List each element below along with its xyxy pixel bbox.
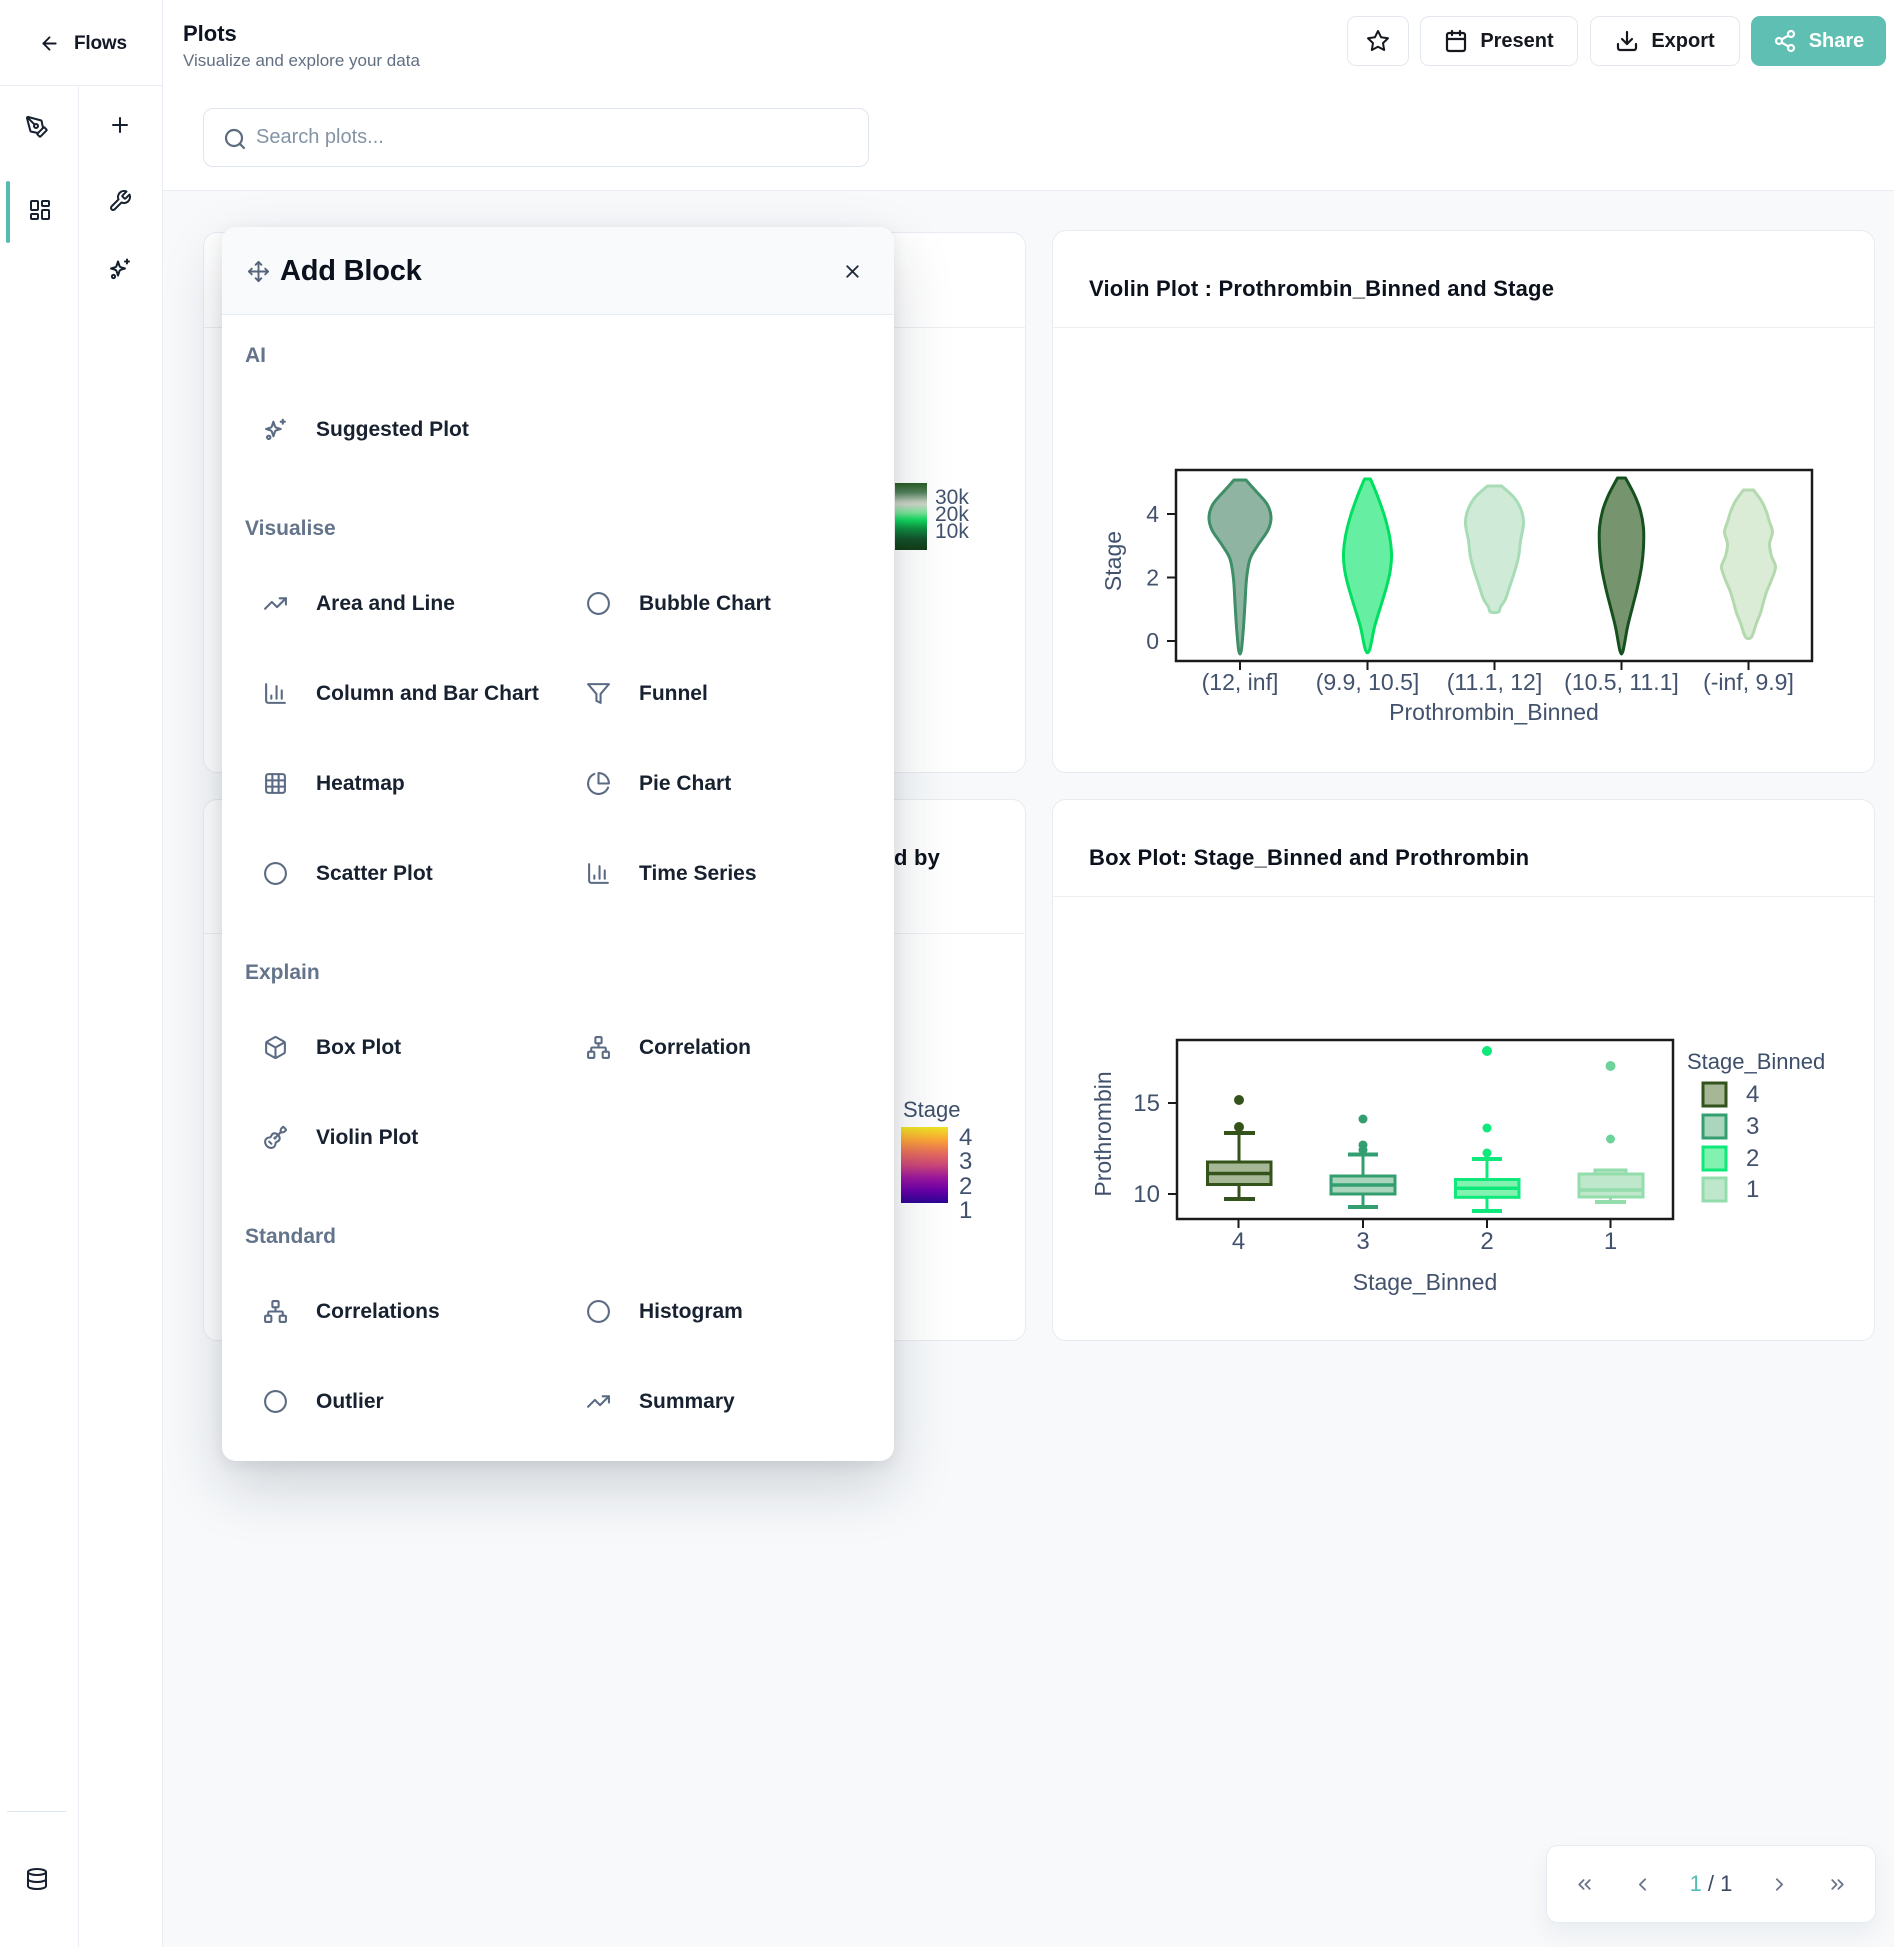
svg-text:4: 4 [1232, 1228, 1245, 1255]
svg-text:(-inf, 9.9]: (-inf, 9.9] [1703, 669, 1794, 695]
svg-text:Stage: Stage [1100, 531, 1126, 591]
svg-text:Stage_Binned: Stage_Binned [1687, 1049, 1825, 1074]
svg-text:0: 0 [1146, 628, 1159, 654]
svg-text:2: 2 [1480, 1228, 1493, 1255]
svg-text:3: 3 [1746, 1113, 1759, 1140]
svg-text:10: 10 [1133, 1181, 1160, 1208]
svg-text:Prothrombin_Binned: Prothrombin_Binned [1389, 699, 1599, 725]
svg-text:4: 4 [1746, 1081, 1759, 1108]
svg-text:1: 1 [1604, 1228, 1617, 1255]
svg-text:3: 3 [1356, 1228, 1369, 1255]
svg-text:1: 1 [1746, 1176, 1759, 1203]
svg-text:(12, inf]: (12, inf] [1202, 669, 1279, 695]
svg-text:2: 2 [1746, 1145, 1759, 1172]
svg-text:15: 15 [1133, 1090, 1160, 1117]
svg-text:(9.9, 10.5]: (9.9, 10.5] [1316, 669, 1420, 695]
svg-text:Prothrombin: Prothrombin [1090, 1071, 1116, 1196]
svg-text:Stage_Binned: Stage_Binned [1353, 1269, 1498, 1295]
svg-text:(11.1, 12]: (11.1, 12] [1447, 669, 1542, 695]
svg-text:2: 2 [1146, 565, 1159, 591]
svg-text:4: 4 [1146, 501, 1159, 527]
svg-text:(10.5, 11.1]: (10.5, 11.1] [1564, 669, 1679, 695]
